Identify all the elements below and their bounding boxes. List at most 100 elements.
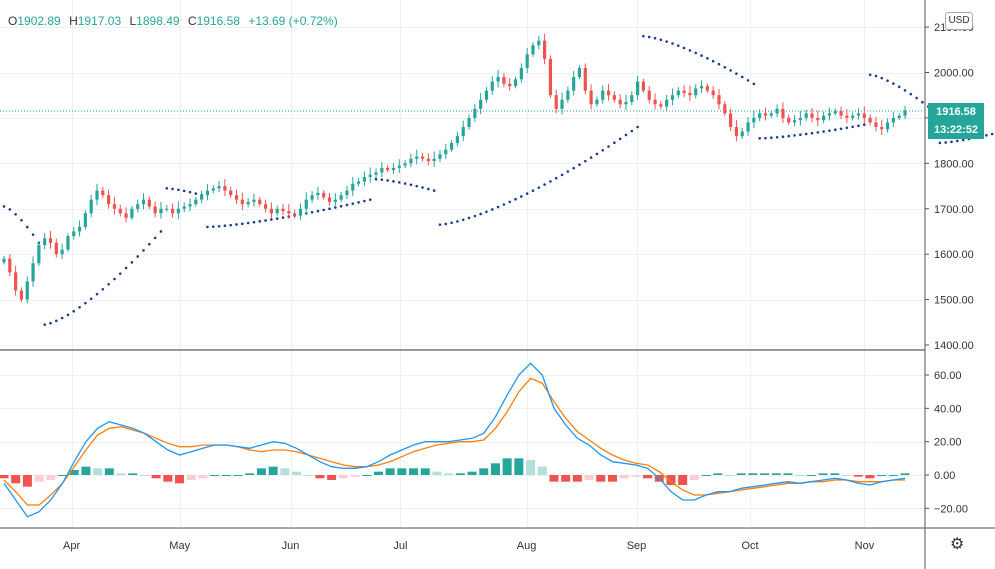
candle-body bbox=[862, 113, 866, 118]
macd-axis[interactable]: 60.00 40.00 20.00 0.00 −20.00 bbox=[925, 370, 968, 515]
histogram-bar bbox=[736, 473, 746, 475]
sar-dot bbox=[665, 40, 668, 43]
sar-dot bbox=[421, 186, 424, 189]
histogram-bar bbox=[303, 475, 313, 476]
currency-button[interactable]: USD bbox=[945, 12, 973, 30]
candle-body bbox=[391, 167, 396, 171]
sar-dot bbox=[653, 36, 657, 40]
candles bbox=[2, 33, 907, 304]
histogram-bar bbox=[327, 475, 337, 480]
histogram-bar bbox=[409, 468, 419, 475]
sar-dot bbox=[868, 73, 872, 77]
histogram-bar bbox=[900, 473, 910, 475]
candle-body bbox=[612, 95, 616, 100]
sar-dot bbox=[566, 170, 570, 173]
sar-dot bbox=[688, 49, 692, 52]
candle-body bbox=[66, 236, 70, 250]
macd-tick-label: 60.00 bbox=[934, 370, 962, 382]
sar-dot bbox=[729, 69, 732, 72]
candle-body bbox=[258, 199, 262, 205]
candle-body bbox=[816, 117, 820, 121]
histogram-bar bbox=[713, 473, 723, 475]
sar-dot bbox=[363, 199, 366, 203]
candle-body bbox=[490, 81, 494, 91]
candle-body bbox=[618, 99, 622, 105]
sar-dot bbox=[235, 223, 238, 226]
candle-body bbox=[281, 208, 285, 212]
sar-dot bbox=[549, 180, 552, 183]
sar-dot bbox=[618, 137, 622, 141]
settings-icon[interactable]: ⚙ bbox=[950, 536, 965, 553]
candle-body bbox=[554, 95, 558, 109]
sar-dot bbox=[717, 62, 721, 66]
histogram-bar bbox=[678, 475, 688, 485]
sar-dot bbox=[60, 316, 64, 320]
candle-body bbox=[403, 163, 407, 166]
candle-body bbox=[246, 201, 250, 205]
candle-body bbox=[60, 249, 64, 255]
sar-dot bbox=[397, 181, 401, 184]
histogram-bar bbox=[34, 475, 44, 482]
sar-dot bbox=[671, 42, 674, 45]
histogram-bar bbox=[724, 475, 734, 476]
candle-body bbox=[48, 238, 53, 243]
histogram-bar bbox=[526, 460, 536, 475]
histogram-bar bbox=[46, 475, 56, 480]
histogram-bar bbox=[245, 473, 255, 475]
histogram-bar bbox=[865, 475, 875, 479]
time-axis[interactable]: Apr May Jun Jul Aug Sep Oct Nov bbox=[63, 540, 875, 552]
histogram-bar bbox=[643, 475, 653, 479]
histogram-bar bbox=[853, 475, 863, 477]
histogram-bar bbox=[806, 475, 816, 476]
sar-dot bbox=[508, 200, 512, 204]
sar-dot bbox=[101, 287, 105, 291]
sar-dot bbox=[787, 134, 791, 138]
candle-body bbox=[665, 99, 669, 107]
candle-body bbox=[316, 192, 320, 196]
candle-body bbox=[746, 122, 750, 132]
histogram-bar bbox=[362, 475, 372, 476]
candle-body bbox=[496, 77, 500, 82]
histogram-bar bbox=[186, 475, 196, 480]
sar-dot bbox=[95, 292, 99, 296]
candle-body bbox=[188, 204, 192, 207]
candle-body bbox=[124, 213, 128, 218]
candle-body bbox=[670, 95, 675, 100]
sar-dot bbox=[752, 82, 756, 86]
time-tick-label: Oct bbox=[741, 540, 758, 552]
histogram-bar bbox=[666, 475, 676, 485]
parabolic-sar bbox=[2, 34, 994, 326]
histogram-bar bbox=[760, 473, 770, 475]
candle-body bbox=[263, 204, 268, 209]
sar-dot bbox=[880, 76, 884, 80]
candle-body bbox=[287, 211, 291, 214]
signal-line bbox=[3, 377, 905, 506]
candle-body bbox=[293, 213, 297, 216]
sar-dot bbox=[107, 282, 110, 286]
sar-dot bbox=[822, 130, 825, 133]
sar-dot bbox=[793, 134, 796, 137]
sar-dot bbox=[142, 249, 145, 252]
sar-dot bbox=[194, 192, 198, 195]
histogram-bar bbox=[561, 475, 571, 482]
histogram-bar bbox=[338, 475, 348, 479]
histogram-bar bbox=[128, 473, 138, 475]
candle-body bbox=[322, 192, 326, 198]
histogram-bar bbox=[432, 471, 442, 475]
candle-body bbox=[165, 208, 169, 210]
histogram-bar bbox=[221, 475, 231, 476]
candle-body bbox=[641, 81, 646, 91]
candle-body bbox=[362, 176, 366, 182]
sar-dot bbox=[182, 189, 186, 193]
sar-dot bbox=[130, 261, 134, 264]
candle-body bbox=[769, 113, 773, 116]
sar-dot bbox=[264, 219, 267, 222]
sar-dot bbox=[461, 218, 465, 222]
histogram-bar bbox=[619, 475, 629, 479]
histogram-bar bbox=[607, 475, 617, 482]
histogram-bar bbox=[444, 473, 454, 475]
sar-dot bbox=[659, 38, 663, 42]
candle-body bbox=[8, 258, 12, 273]
candle-body bbox=[513, 79, 518, 87]
